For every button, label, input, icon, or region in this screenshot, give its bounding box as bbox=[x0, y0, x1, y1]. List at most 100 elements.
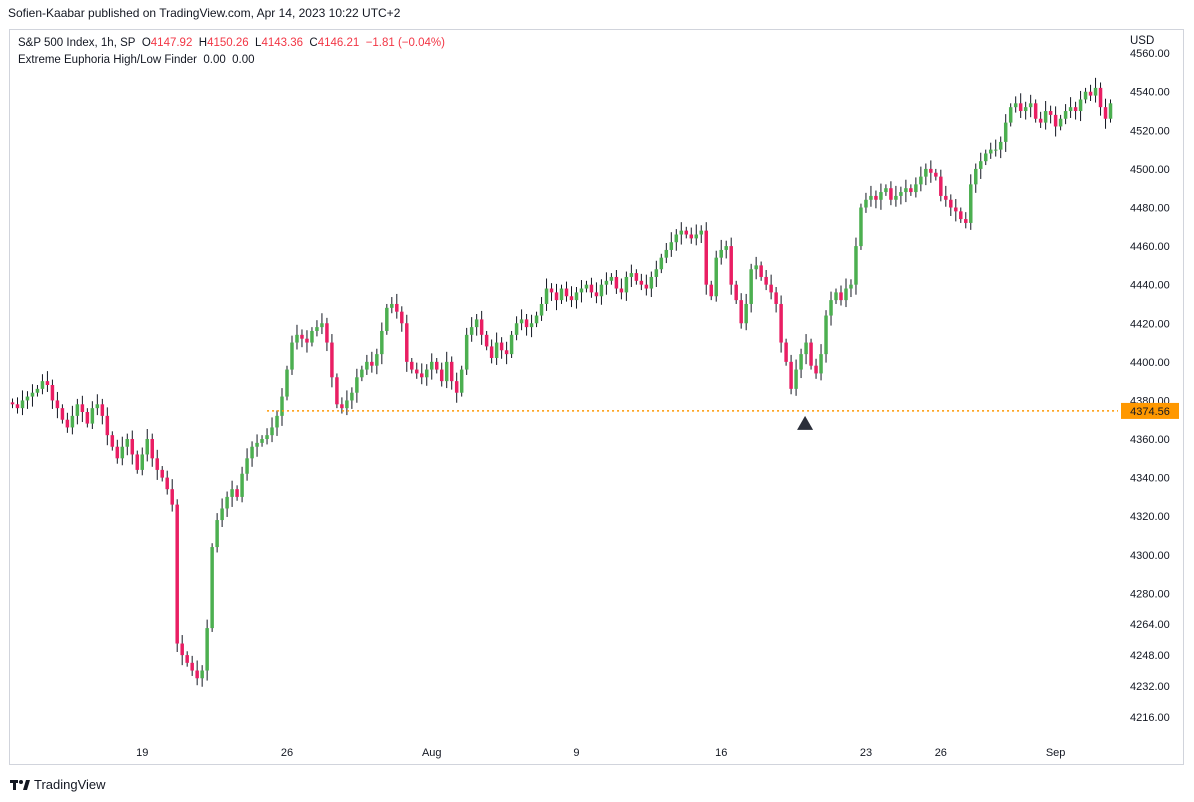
candle-body bbox=[819, 354, 823, 374]
candle-body bbox=[390, 303, 394, 308]
candle-body bbox=[185, 655, 189, 663]
candle-body bbox=[1053, 114, 1058, 127]
candle-body bbox=[415, 369, 419, 374]
indicator-legend-row: Extreme Euphoria High/Low Finder 0.00 0.… bbox=[18, 52, 445, 69]
candle-body bbox=[110, 435, 115, 447]
candle-body bbox=[474, 319, 479, 328]
chart-frame bbox=[9, 29, 1184, 765]
candle-body bbox=[799, 354, 803, 370]
candle-body bbox=[1088, 91, 1093, 96]
candle-body bbox=[629, 273, 634, 277]
candle-body bbox=[1023, 107, 1028, 112]
candle-body bbox=[849, 284, 853, 289]
candle-body bbox=[1003, 122, 1008, 142]
candle-body bbox=[489, 346, 494, 358]
candle-body bbox=[340, 404, 344, 409]
y-tick-label: 4400.00 bbox=[1130, 357, 1170, 369]
y-tick-label: 4320.00 bbox=[1130, 511, 1170, 523]
candle-body bbox=[125, 439, 130, 447]
candle-body bbox=[130, 439, 135, 455]
y-tick-label: 4248.00 bbox=[1130, 650, 1170, 662]
close-value: 4146.21 bbox=[317, 37, 360, 49]
candle-body bbox=[983, 153, 988, 162]
candle-body bbox=[998, 141, 1003, 150]
candle-body bbox=[315, 327, 319, 331]
candle-body bbox=[155, 458, 159, 470]
candle-body bbox=[405, 323, 409, 362]
candle-body bbox=[215, 520, 219, 548]
candle-body bbox=[619, 288, 624, 293]
candle-body bbox=[195, 670, 199, 679]
low-label: L bbox=[255, 37, 262, 49]
signal-triangle-marker bbox=[797, 415, 814, 430]
candle-body bbox=[1083, 91, 1088, 100]
candle-body bbox=[1048, 111, 1053, 115]
candle-body bbox=[914, 184, 918, 193]
candle-body bbox=[270, 427, 274, 436]
tradingview-brand[interactable]: TradingView bbox=[10, 777, 106, 792]
y-tick-label: 4360.00 bbox=[1130, 434, 1170, 446]
candle-body bbox=[879, 192, 883, 200]
candle-body bbox=[45, 381, 50, 385]
candle-body bbox=[1018, 103, 1023, 112]
candle-body bbox=[769, 284, 773, 293]
candle-body bbox=[599, 284, 604, 297]
chart-legend: S&P 500 Index, 1h, SP O4147.92 H4150.26 … bbox=[18, 35, 445, 69]
candle-body bbox=[140, 454, 145, 470]
candle-body bbox=[988, 149, 993, 154]
y-tick-label: 4520.00 bbox=[1130, 125, 1170, 137]
candle-body bbox=[779, 303, 783, 343]
candle-body bbox=[884, 188, 888, 193]
candle-body bbox=[649, 276, 654, 289]
candle-body bbox=[764, 276, 768, 285]
candle-body bbox=[444, 361, 449, 382]
publisher-line: Sofien-Kaabar published on TradingView.c… bbox=[8, 6, 401, 20]
indicator-name[interactable]: Extreme Euphoria High/Low Finder bbox=[18, 54, 197, 66]
symbol-label[interactable]: S&P 500 Index, 1h, SP bbox=[18, 37, 136, 49]
candle-body bbox=[869, 195, 873, 200]
candle-body bbox=[744, 303, 748, 324]
candle-body bbox=[814, 365, 818, 374]
candle-body bbox=[250, 446, 254, 459]
candle-body bbox=[15, 404, 20, 409]
candle-body bbox=[300, 334, 304, 339]
candle-body bbox=[679, 230, 684, 235]
tradingview-logo-icon bbox=[10, 779, 30, 790]
candle-body bbox=[924, 168, 928, 177]
candle-body bbox=[355, 377, 359, 393]
candle-body bbox=[320, 323, 324, 328]
candle-body bbox=[464, 334, 469, 370]
candle-body bbox=[20, 400, 25, 409]
candle-body bbox=[789, 361, 793, 389]
candle-body bbox=[899, 192, 903, 196]
candle-body bbox=[839, 292, 843, 301]
candle-body bbox=[714, 257, 718, 297]
candle-body bbox=[429, 361, 434, 370]
close-label: C bbox=[309, 37, 318, 49]
y-tick-label: 4460.00 bbox=[1130, 241, 1170, 253]
candle-body bbox=[135, 454, 140, 470]
candle-body bbox=[774, 292, 778, 304]
candle-body bbox=[235, 489, 239, 497]
candle-body bbox=[30, 392, 35, 397]
candle-body bbox=[225, 496, 229, 509]
candle-body bbox=[50, 385, 55, 401]
candle-body bbox=[699, 230, 703, 235]
candle-body bbox=[584, 284, 589, 289]
candle-body bbox=[809, 342, 813, 366]
candle-body bbox=[844, 288, 848, 301]
candle-body bbox=[934, 172, 938, 177]
y-tick-label: 4232.00 bbox=[1130, 681, 1170, 693]
candle-body bbox=[979, 161, 983, 169]
candle-body bbox=[759, 265, 763, 277]
candle-body bbox=[974, 168, 978, 185]
candle-body bbox=[1058, 118, 1063, 127]
y-tick-label: 4420.00 bbox=[1130, 318, 1170, 330]
currency-label[interactable]: USD bbox=[1130, 35, 1155, 47]
candle-body bbox=[1078, 99, 1083, 112]
candle-body bbox=[190, 662, 194, 671]
candle-body bbox=[100, 404, 105, 416]
candle-body bbox=[609, 276, 614, 281]
candle-body bbox=[90, 408, 95, 424]
